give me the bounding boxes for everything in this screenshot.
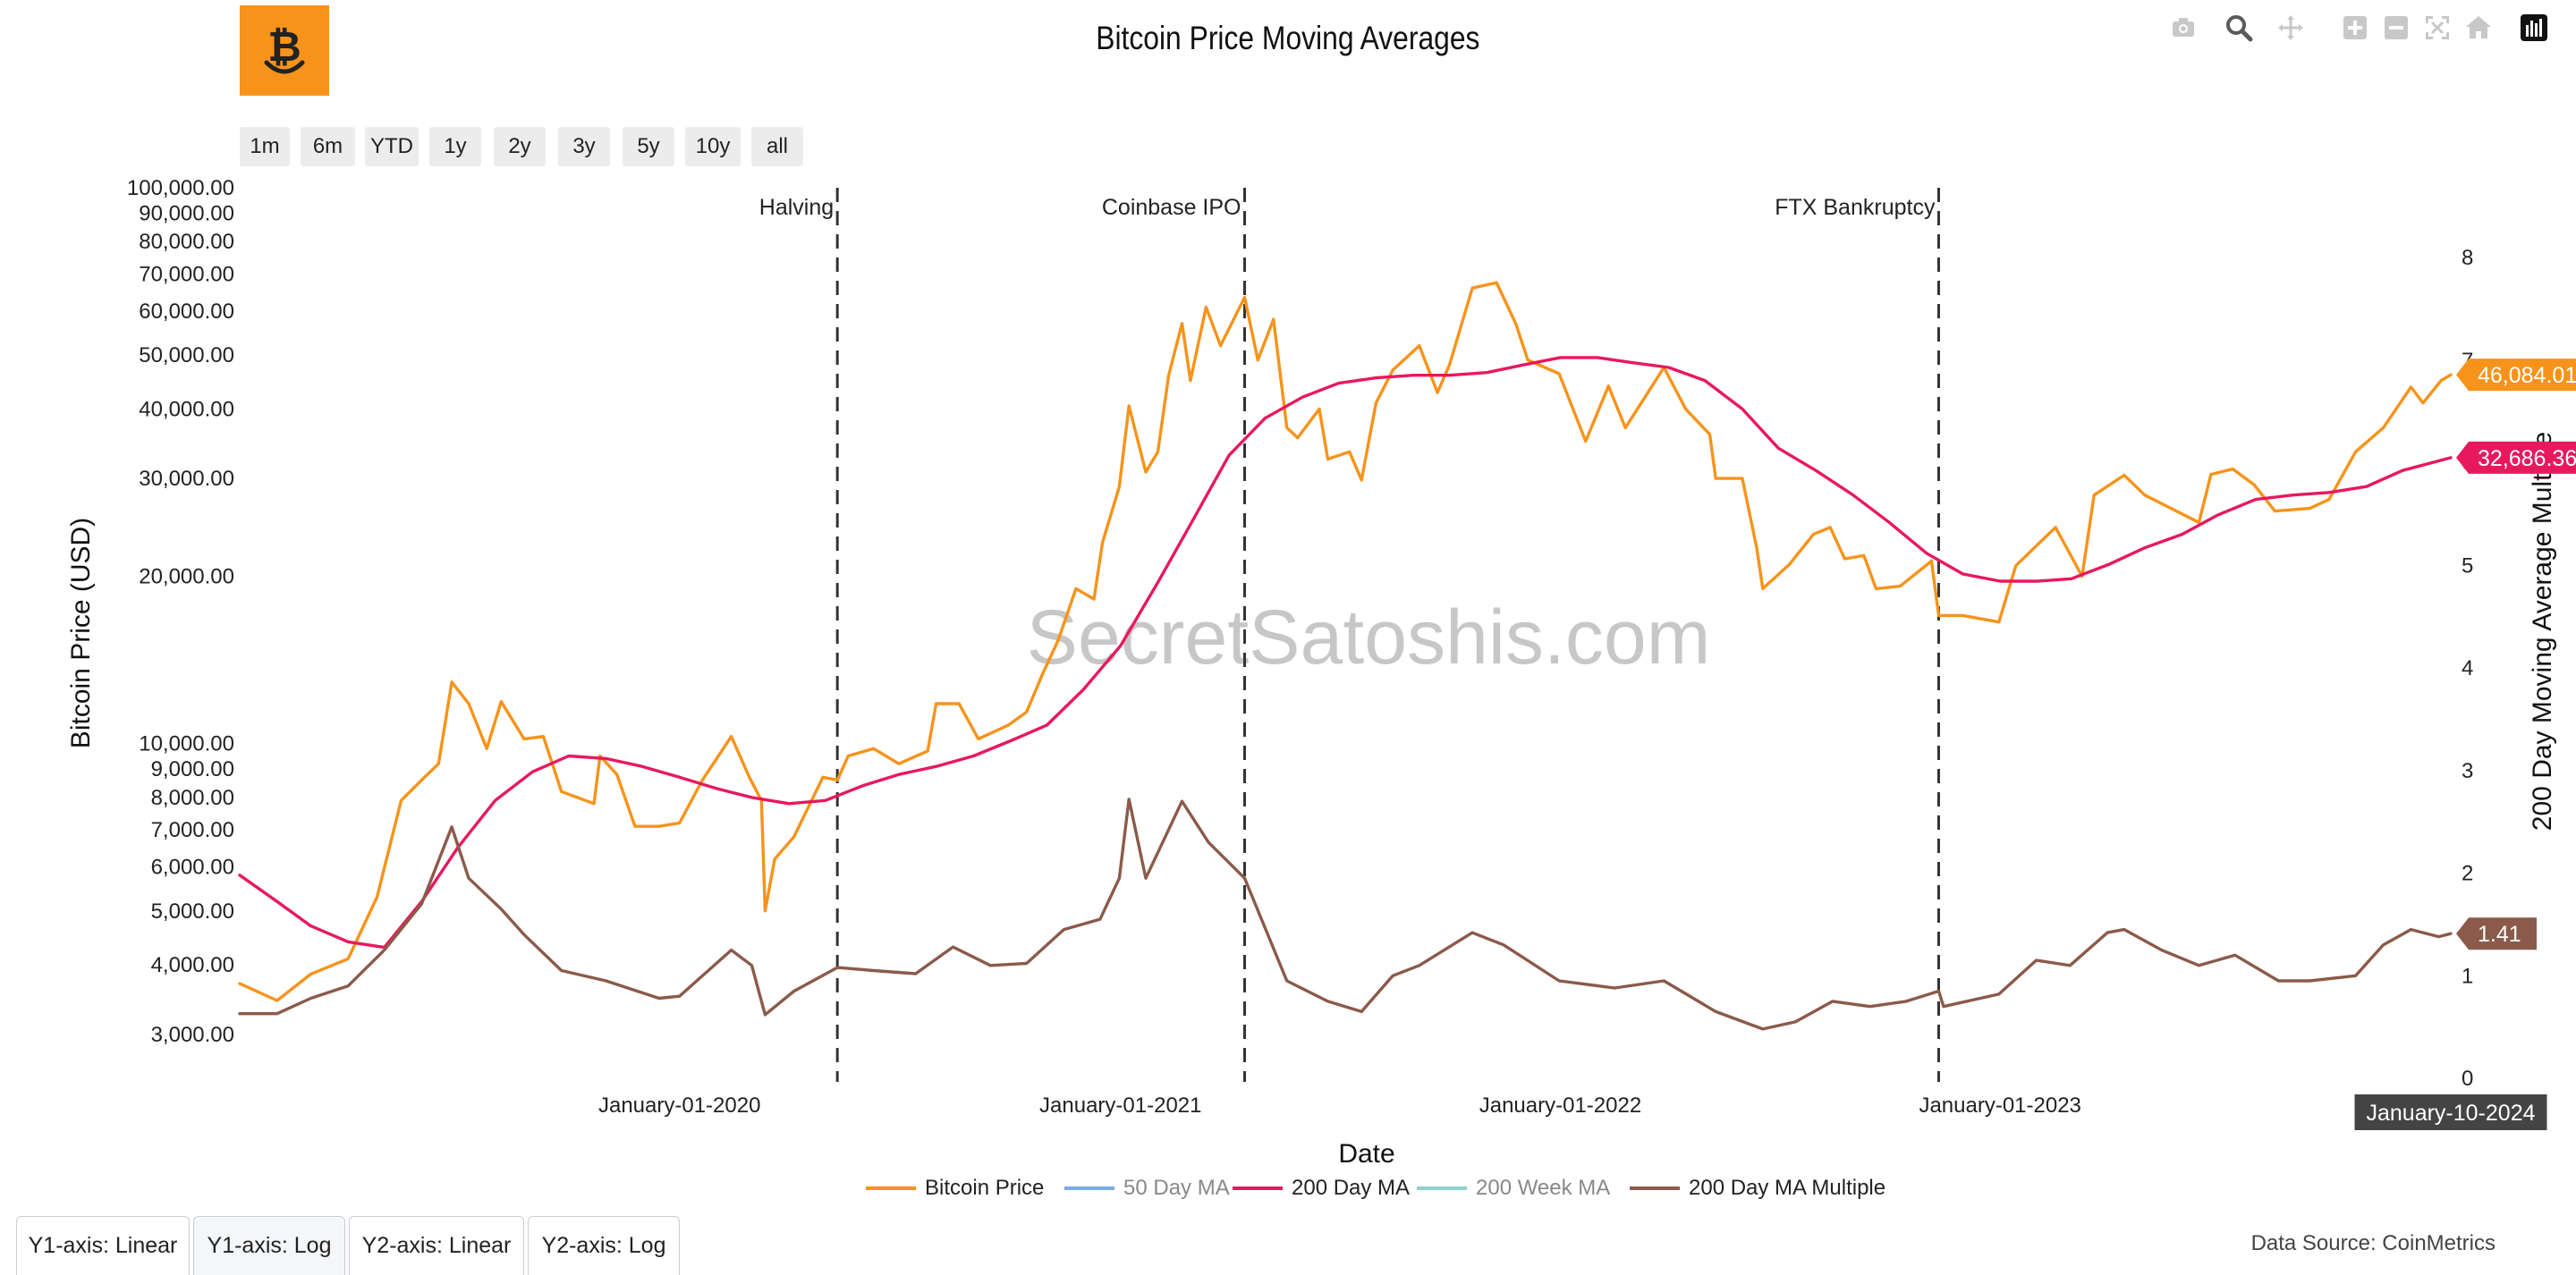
range-button-1y[interactable]: 1y <box>429 127 481 166</box>
legend-label: 200 Day MA <box>1292 1176 1411 1200</box>
event-label: FTX Bankruptcy <box>1775 195 1936 220</box>
y-left-tick-label: 9,000.00 <box>151 757 234 781</box>
x-axis-title: Date <box>1338 1139 1394 1169</box>
zoom-out-icon[interactable] <box>2381 13 2411 43</box>
last-value-badge <box>2456 359 2576 392</box>
series-bitcoin-price <box>238 281 2453 1002</box>
y-left-tick-label: 5,000.00 <box>151 899 234 924</box>
data-source-note: Data Source: CoinMetrics <box>2250 1231 2496 1255</box>
legend-swatch <box>866 1186 916 1190</box>
legend-label: 50 Day MA <box>1123 1176 1230 1200</box>
legend-label: 200 Day MA Multiple <box>1689 1176 1886 1200</box>
chart-title: Bitcoin Price Moving Averages <box>1096 20 1480 56</box>
y-left-tick-label: 30,000.00 <box>139 467 234 491</box>
range-button-5y[interactable]: 5y <box>623 127 674 166</box>
x-tick-label: January-01-2021 <box>1039 1093 1201 1118</box>
legend-item-bitcoin-price[interactable]: Bitcoin Price <box>866 1173 1064 1203</box>
event-label: Coinbase IPO <box>1102 195 1241 220</box>
y-right-tick-label: 2 <box>2462 862 2473 886</box>
range-button-1m[interactable]: 1m <box>240 127 290 166</box>
x-tick-label: January-01-2022 <box>1479 1093 1641 1118</box>
x-tick-label: January-01-2023 <box>1919 1093 2080 1118</box>
last-value-badge <box>2456 917 2537 950</box>
y-left-tick-label: 60,000.00 <box>139 300 234 324</box>
y-left-tick-label: 70,000.00 <box>139 262 234 286</box>
tab-y2-log[interactable]: Y2-axis: Log <box>528 1216 680 1275</box>
event-label: Halving <box>759 195 834 220</box>
legend-swatch <box>1630 1186 1680 1190</box>
hover-date-badge <box>2354 1094 2547 1130</box>
range-button-3y[interactable]: 3y <box>558 127 610 166</box>
series-200-day-ma-multiple <box>238 798 2453 1031</box>
y-right-tick-label: 4 <box>2462 656 2473 680</box>
plotly-logo-icon[interactable] <box>2519 13 2549 43</box>
y-left-axis-title: Bitcoin Price (USD) <box>66 518 96 748</box>
last-value-badge <box>2456 441 2576 474</box>
legend-item-200-week-ma[interactable]: 200 Week MA <box>1417 1173 1623 1203</box>
camera-icon[interactable] <box>2168 13 2199 43</box>
pan-icon[interactable] <box>2275 13 2306 43</box>
reset-axes-icon[interactable] <box>2463 13 2494 43</box>
range-button-all[interactable]: all <box>751 127 803 166</box>
y-right-tick-label: 6 <box>2462 452 2473 476</box>
last-value-label: 32,686.36 <box>2478 446 2576 471</box>
y-left-tick-label: 100,000.00 <box>127 176 234 200</box>
legend-swatch <box>1233 1186 1283 1190</box>
y-left-tick-label: 20,000.00 <box>139 565 234 589</box>
tab-y1-log[interactable]: Y1-axis: Log <box>193 1216 345 1275</box>
logo-glyph: ₿ <box>267 22 301 71</box>
zoom-in-icon[interactable] <box>2340 13 2370 43</box>
x-tick-label: January-01-2020 <box>598 1093 760 1118</box>
y-left-tick-label: 6,000.00 <box>151 856 234 880</box>
legend-label: 200 Week MA <box>1476 1176 1611 1200</box>
tab-y1-linear[interactable]: Y1-axis: Linear <box>16 1216 190 1275</box>
series-200-day-ma <box>238 356 2453 950</box>
y-right-tick-label: 7 <box>2462 349 2473 373</box>
y-right-tick-label: 0 <box>2462 1067 2473 1091</box>
y-right-tick-label: 8 <box>2462 246 2473 270</box>
y-left-tick-label: 80,000.00 <box>139 230 234 254</box>
y-left-tick-label: 10,000.00 <box>139 732 234 756</box>
zoom-icon[interactable] <box>2224 13 2254 43</box>
range-button-6m[interactable]: 6m <box>301 127 355 166</box>
y-left-tick-label: 3,000.00 <box>151 1023 234 1047</box>
legend-swatch <box>1417 1186 1467 1190</box>
y-left-tick-label: 90,000.00 <box>139 201 234 225</box>
legend-swatch <box>1064 1186 1114 1190</box>
range-button-2y[interactable]: 2y <box>494 127 546 166</box>
last-value-label: 46,084.01 <box>2478 363 2576 388</box>
watermark: SecretSatoshis.com <box>1027 595 1711 680</box>
last-value-label: 1.41 <box>2478 922 2521 947</box>
y-left-tick-label: 7,000.00 <box>151 818 234 842</box>
y-right-tick-label: 5 <box>2462 553 2473 578</box>
legend-item-50-day-ma[interactable]: 50 Day MA <box>1064 1173 1245 1203</box>
legend-label: Bitcoin Price <box>925 1176 1045 1200</box>
y-right-tick-label: 3 <box>2462 759 2473 783</box>
range-button-10y[interactable]: 10y <box>685 127 741 166</box>
bitcoin-logo: ₿ <box>240 5 329 96</box>
y-left-tick-label: 4,000.00 <box>151 953 234 977</box>
range-button-ytd[interactable]: YTD <box>365 127 419 166</box>
legend-item-200-day-ma[interactable]: 200 Day MA <box>1233 1173 1417 1203</box>
y-left-tick-label: 40,000.00 <box>139 397 234 421</box>
hover-date-label: January-10-2024 <box>2366 1101 2535 1126</box>
y-left-tick-label: 50,000.00 <box>139 343 234 367</box>
y-right-axis-title: 200 Day Moving Average Multiple <box>2528 432 2557 831</box>
autoscale-icon[interactable] <box>2422 13 2453 43</box>
y-left-tick-label: 8,000.00 <box>151 786 234 810</box>
tab-y2-linear[interactable]: Y2-axis: Linear <box>349 1216 524 1275</box>
legend-item-200-day-ma-multiple[interactable]: 200 Day MA Multiple <box>1630 1173 1898 1203</box>
y-right-tick-label: 1 <box>2462 964 2473 988</box>
